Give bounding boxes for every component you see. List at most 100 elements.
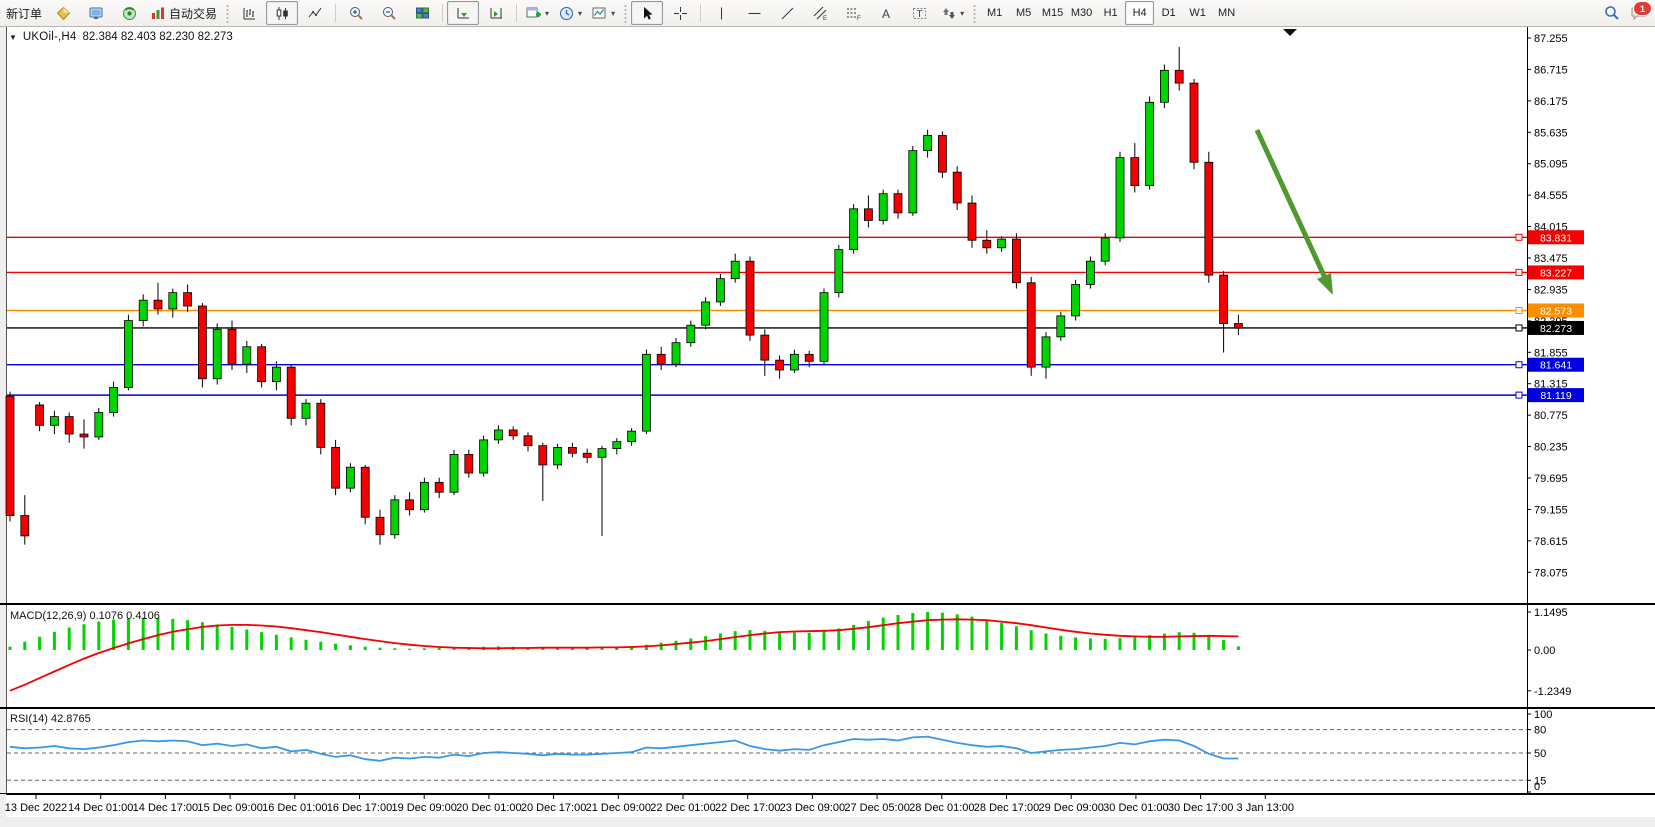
candle-body[interactable] [538, 445, 548, 466]
candle-body[interactable] [375, 516, 385, 536]
candle-body[interactable] [405, 499, 415, 511]
chart-shift-button[interactable] [480, 1, 512, 25]
candle-body[interactable] [168, 292, 178, 310]
line-endpoint-marker[interactable] [1515, 268, 1523, 276]
main-price-pane[interactable]: 87.25586.71586.17585.63585.09584.55584.0… [0, 26, 1655, 604]
candle-body[interactable] [1145, 101, 1154, 186]
fibonacci-tool-button[interactable]: F [837, 1, 869, 25]
timeframe-button-m1[interactable]: M1 [986, 7, 1003, 19]
candle-body[interactable] [360, 466, 370, 518]
new-chart-dropdown-caret[interactable]: ▾ [545, 8, 550, 18]
chart-shift-marker[interactable] [1283, 29, 1297, 36]
candle-body[interactable] [1026, 282, 1036, 368]
candle-body[interactable] [109, 387, 118, 413]
candle-body[interactable] [197, 305, 207, 380]
timeframe-button-w1[interactable]: W1 [1189, 7, 1206, 19]
template-dropdown-caret[interactable]: ▾ [611, 8, 616, 18]
period-dropdown-caret[interactable]: ▾ [578, 8, 583, 18]
candle-body[interactable] [1130, 157, 1140, 186]
candle-body[interactable] [716, 278, 725, 303]
timeframe-button-m15[interactable]: M15 [1041, 7, 1064, 19]
candle-body[interactable] [938, 135, 947, 173]
candle-body[interactable] [952, 171, 962, 204]
candle-body[interactable] [878, 193, 888, 221]
candle-body[interactable] [493, 429, 503, 441]
symbol-dropdown-icon[interactable]: ▼ [9, 32, 17, 42]
new-chart-button[interactable]: ▾ [521, 1, 553, 25]
candle-body[interactable] [35, 404, 44, 426]
candle-body[interactable] [1174, 69, 1184, 84]
candle-body[interactable] [523, 435, 533, 447]
candle-body[interactable] [1234, 323, 1243, 329]
candle-body[interactable] [1086, 260, 1095, 285]
candle-body[interactable] [834, 249, 844, 294]
chat-button[interactable]: 1 [1627, 1, 1652, 24]
line-endpoint-marker[interactable] [1515, 233, 1523, 241]
candle-body[interactable] [138, 299, 148, 321]
candle-body[interactable] [982, 239, 992, 249]
candle-body[interactable] [227, 328, 237, 365]
candle-body[interactable] [449, 454, 459, 493]
candle-body[interactable] [1100, 237, 1110, 262]
candle-body[interactable] [967, 202, 977, 241]
trend-arrow-head[interactable] [1317, 273, 1333, 295]
candle-body[interactable] [701, 301, 710, 326]
timeframe-button-m30[interactable]: M30 [1070, 7, 1093, 19]
candle-body[interactable] [908, 150, 918, 214]
line-endpoint-marker[interactable] [1515, 324, 1523, 332]
timeframe-button-h4[interactable]: H4 [1125, 1, 1155, 25]
candle-body[interactable] [464, 454, 474, 474]
tile-windows-button[interactable] [406, 1, 438, 25]
candle-body[interactable] [5, 395, 15, 516]
zoom-out-button[interactable] [373, 1, 405, 25]
period-button[interactable]: ▾ [554, 1, 586, 25]
candle-body[interactable] [627, 430, 636, 443]
text-tool-button[interactable]: A [870, 1, 902, 25]
horizontal-line-tool-button[interactable] [738, 1, 770, 25]
candle-body[interactable] [819, 292, 829, 362]
candle-body[interactable] [893, 193, 903, 214]
signal-button[interactable] [113, 1, 145, 25]
rsi-pane[interactable]: 100 80 50 150 [0, 708, 1655, 794]
candle-body[interactable] [1056, 315, 1066, 338]
candle-body[interactable] [804, 353, 814, 362]
arrows-dropdown-caret[interactable]: ▾ [960, 8, 965, 18]
candle-body[interactable] [434, 481, 444, 493]
timeframe-button-d1[interactable]: D1 [1161, 7, 1176, 19]
crosshair-button[interactable] [664, 1, 696, 25]
candle-body[interactable] [760, 334, 770, 361]
line-endpoint-marker[interactable] [1515, 391, 1523, 399]
candle-body[interactable] [64, 416, 74, 435]
candle-body[interactable] [612, 441, 622, 450]
new-order-button[interactable]: 新订单 [2, 1, 46, 25]
zoom-in-button[interactable] [340, 1, 372, 25]
candle-body[interactable] [656, 353, 666, 365]
candle-body[interactable] [864, 208, 873, 221]
time-axis[interactable]: 13 Dec 2022 14 Dec 01:00 14 Dec 17:00 15 De… [0, 794, 1655, 827]
candle-body[interactable] [301, 402, 311, 419]
candle-body[interactable] [508, 429, 518, 437]
search-icon[interactable] [1603, 4, 1621, 22]
candle-body[interactable] [1189, 82, 1199, 163]
candle-body[interactable] [1071, 284, 1080, 317]
macd-pane[interactable]: 1.1495 0.00 -1.2349 [0, 604, 1655, 708]
line-endpoint-marker[interactable] [1515, 306, 1523, 314]
auto-scroll-button[interactable] [447, 1, 480, 25]
candlestick-chart-button[interactable] [266, 1, 299, 25]
candle-body[interactable] [257, 346, 267, 383]
timeframe-button-mn[interactable]: MN [1218, 7, 1236, 19]
candle-body[interactable] [79, 433, 89, 438]
candle-body[interactable] [1115, 157, 1125, 239]
candle-body[interactable] [790, 353, 799, 371]
candle-body[interactable] [582, 452, 592, 458]
candle-body[interactable] [775, 359, 784, 371]
gold-symbol-button[interactable] [47, 1, 79, 25]
candle-body[interactable] [849, 208, 858, 250]
candle-body[interactable] [1160, 69, 1169, 103]
candle-body[interactable] [1041, 336, 1051, 368]
candle-body[interactable] [568, 447, 577, 454]
candle-body[interactable] [1219, 274, 1228, 324]
arrows-tool-button[interactable]: ▾ [936, 1, 968, 25]
cursor-button[interactable] [631, 1, 664, 25]
candle-body[interactable] [997, 238, 1006, 249]
